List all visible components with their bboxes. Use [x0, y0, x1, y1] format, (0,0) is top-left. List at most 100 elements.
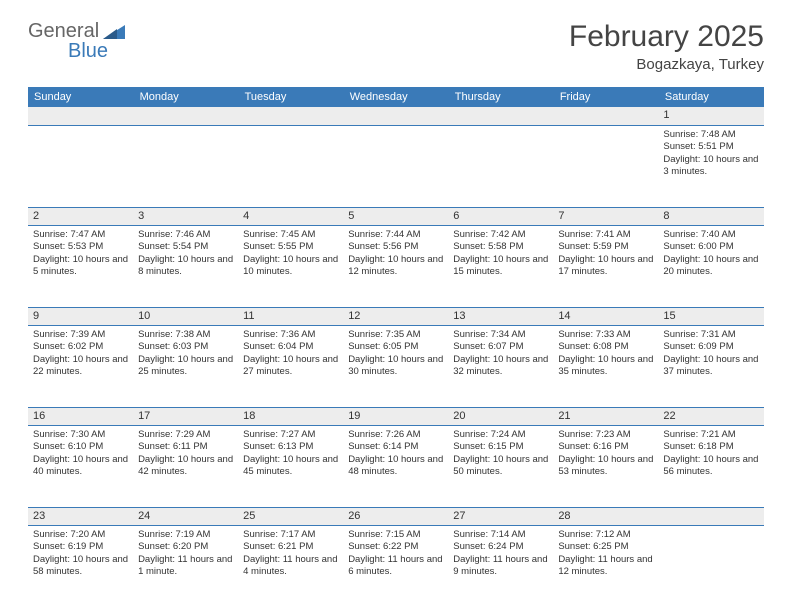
- sunset-text: Sunset: 6:21 PM: [243, 541, 338, 553]
- weekday-header: Tuesday: [238, 87, 343, 107]
- sunset-text: Sunset: 6:10 PM: [33, 441, 128, 453]
- sunset-text: Sunset: 5:56 PM: [348, 241, 443, 253]
- sunset-text: Sunset: 6:09 PM: [663, 341, 758, 353]
- daylight-text: Daylight: 10 hours and 32 minutes.: [453, 354, 548, 378]
- day-number-cell: [553, 107, 658, 125]
- day-details-cell: [28, 125, 133, 207]
- day-number-cell: 18: [238, 407, 343, 425]
- day-number-cell: 27: [448, 507, 553, 525]
- sunset-text: Sunset: 6:16 PM: [558, 441, 653, 453]
- day-details-cell: Sunrise: 7:26 AMSunset: 6:14 PMDaylight:…: [343, 425, 448, 507]
- daylight-text: Daylight: 10 hours and 5 minutes.: [33, 254, 128, 278]
- sunrise-text: Sunrise: 7:41 AM: [558, 229, 653, 241]
- day-number-cell: 25: [238, 507, 343, 525]
- daylight-text: Daylight: 11 hours and 4 minutes.: [243, 554, 338, 578]
- sunset-text: Sunset: 6:11 PM: [138, 441, 233, 453]
- day-details-cell: [448, 125, 553, 207]
- logo: General Blue: [28, 20, 125, 43]
- day-number-cell: 12: [343, 307, 448, 325]
- sunrise-text: Sunrise: 7:19 AM: [138, 529, 233, 541]
- day-details-cell: Sunrise: 7:24 AMSunset: 6:15 PMDaylight:…: [448, 425, 553, 507]
- sunrise-text: Sunrise: 7:46 AM: [138, 229, 233, 241]
- day-number-cell: 11: [238, 307, 343, 325]
- sunset-text: Sunset: 6:07 PM: [453, 341, 548, 353]
- day-number-cell: 26: [343, 507, 448, 525]
- sunrise-text: Sunrise: 7:24 AM: [453, 429, 548, 441]
- day-number-cell: 20: [448, 407, 553, 425]
- day-details-cell: Sunrise: 7:15 AMSunset: 6:22 PMDaylight:…: [343, 525, 448, 607]
- daylight-text: Daylight: 10 hours and 15 minutes.: [453, 254, 548, 278]
- sunset-text: Sunset: 5:51 PM: [663, 141, 758, 153]
- sunset-text: Sunset: 6:00 PM: [663, 241, 758, 253]
- sunrise-text: Sunrise: 7:14 AM: [453, 529, 548, 541]
- sunrise-text: Sunrise: 7:29 AM: [138, 429, 233, 441]
- daynum-row: 2345678: [28, 207, 764, 225]
- day-number-cell: 9: [28, 307, 133, 325]
- daylight-text: Daylight: 10 hours and 22 minutes.: [33, 354, 128, 378]
- day-details-cell: Sunrise: 7:12 AMSunset: 6:25 PMDaylight:…: [553, 525, 658, 607]
- sunrise-text: Sunrise: 7:12 AM: [558, 529, 653, 541]
- day-number-cell: 28: [553, 507, 658, 525]
- day-details-row: Sunrise: 7:39 AMSunset: 6:02 PMDaylight:…: [28, 325, 764, 407]
- day-details-cell: Sunrise: 7:46 AMSunset: 5:54 PMDaylight:…: [133, 225, 238, 307]
- month-title: February 2025: [569, 20, 764, 54]
- day-details-cell: Sunrise: 7:31 AMSunset: 6:09 PMDaylight:…: [658, 325, 763, 407]
- daylight-text: Daylight: 10 hours and 30 minutes.: [348, 354, 443, 378]
- sunset-text: Sunset: 6:19 PM: [33, 541, 128, 553]
- sunset-text: Sunset: 6:18 PM: [663, 441, 758, 453]
- day-details-row: Sunrise: 7:20 AMSunset: 6:19 PMDaylight:…: [28, 525, 764, 607]
- sunset-text: Sunset: 6:08 PM: [558, 341, 653, 353]
- day-details-row: Sunrise: 7:48 AMSunset: 5:51 PMDaylight:…: [28, 125, 764, 207]
- sunrise-text: Sunrise: 7:42 AM: [453, 229, 548, 241]
- sunset-text: Sunset: 6:15 PM: [453, 441, 548, 453]
- weekday-header: Sunday: [28, 87, 133, 107]
- sunrise-text: Sunrise: 7:23 AM: [558, 429, 653, 441]
- calendar-table: Sunday Monday Tuesday Wednesday Thursday…: [28, 87, 764, 607]
- daylight-text: Daylight: 10 hours and 20 minutes.: [663, 254, 758, 278]
- daylight-text: Daylight: 10 hours and 27 minutes.: [243, 354, 338, 378]
- sunset-text: Sunset: 6:03 PM: [138, 341, 233, 353]
- daylight-text: Daylight: 10 hours and 50 minutes.: [453, 454, 548, 478]
- daylight-text: Daylight: 10 hours and 58 minutes.: [33, 554, 128, 578]
- daylight-text: Daylight: 11 hours and 9 minutes.: [453, 554, 548, 578]
- sunrise-text: Sunrise: 7:20 AM: [33, 529, 128, 541]
- location: Bogazkaya, Turkey: [569, 56, 764, 73]
- sunset-text: Sunset: 6:25 PM: [558, 541, 653, 553]
- daylight-text: Daylight: 10 hours and 10 minutes.: [243, 254, 338, 278]
- day-number-cell: [238, 107, 343, 125]
- sunset-text: Sunset: 6:14 PM: [348, 441, 443, 453]
- sunrise-text: Sunrise: 7:35 AM: [348, 329, 443, 341]
- day-number-cell: [448, 107, 553, 125]
- day-number-cell: 24: [133, 507, 238, 525]
- day-number-cell: 5: [343, 207, 448, 225]
- daylight-text: Daylight: 10 hours and 45 minutes.: [243, 454, 338, 478]
- daynum-row: 16171819202122: [28, 407, 764, 425]
- day-details-cell: Sunrise: 7:39 AMSunset: 6:02 PMDaylight:…: [28, 325, 133, 407]
- sunset-text: Sunset: 6:24 PM: [453, 541, 548, 553]
- day-number-cell: 2: [28, 207, 133, 225]
- day-number-cell: 7: [553, 207, 658, 225]
- day-details-cell: Sunrise: 7:14 AMSunset: 6:24 PMDaylight:…: [448, 525, 553, 607]
- sunset-text: Sunset: 6:02 PM: [33, 341, 128, 353]
- daylight-text: Daylight: 10 hours and 8 minutes.: [138, 254, 233, 278]
- day-number-cell: 17: [133, 407, 238, 425]
- daynum-row: 9101112131415: [28, 307, 764, 325]
- day-number-cell: 22: [658, 407, 763, 425]
- daylight-text: Daylight: 10 hours and 17 minutes.: [558, 254, 653, 278]
- day-details-cell: Sunrise: 7:40 AMSunset: 6:00 PMDaylight:…: [658, 225, 763, 307]
- day-number-cell: [658, 507, 763, 525]
- daylight-text: Daylight: 11 hours and 1 minute.: [138, 554, 233, 578]
- daylight-text: Daylight: 10 hours and 40 minutes.: [33, 454, 128, 478]
- day-details-cell: Sunrise: 7:30 AMSunset: 6:10 PMDaylight:…: [28, 425, 133, 507]
- sunset-text: Sunset: 6:20 PM: [138, 541, 233, 553]
- day-details-cell: Sunrise: 7:48 AMSunset: 5:51 PMDaylight:…: [658, 125, 763, 207]
- day-details-cell: [343, 125, 448, 207]
- sunrise-text: Sunrise: 7:47 AM: [33, 229, 128, 241]
- logo-text-2: Blue: [68, 40, 108, 63]
- day-number-cell: [343, 107, 448, 125]
- sunset-text: Sunset: 6:04 PM: [243, 341, 338, 353]
- sunrise-text: Sunrise: 7:45 AM: [243, 229, 338, 241]
- day-details-cell: Sunrise: 7:36 AMSunset: 6:04 PMDaylight:…: [238, 325, 343, 407]
- sunset-text: Sunset: 6:22 PM: [348, 541, 443, 553]
- day-details-cell: Sunrise: 7:27 AMSunset: 6:13 PMDaylight:…: [238, 425, 343, 507]
